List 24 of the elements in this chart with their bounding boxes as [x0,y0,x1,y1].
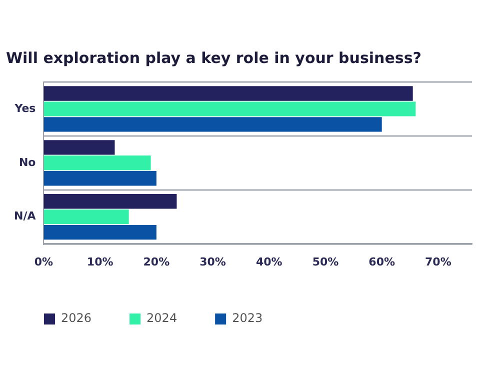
bar [44,209,129,224]
legend-label: 2026 [61,311,92,326]
x-tick-label: 60% [368,255,396,268]
y-tick-label: N/A [14,210,36,223]
bar [44,171,156,186]
bar [44,86,413,101]
y-tick-label: No [18,156,36,169]
x-tick-label: 40% [256,255,282,268]
bar [44,102,416,116]
bar [44,140,115,155]
bar [44,156,151,170]
x-tick-label: 0% [34,255,54,268]
x-tick-label: 50% [312,255,339,268]
legend-label: 2023 [232,311,263,326]
chart-title: Will exploration play a key role in your business? [6,48,422,67]
x-tick-label: 20% [143,255,170,268]
y-tick-label: Yes [14,102,36,115]
legend-label: 2024 [146,311,178,326]
x-tick-label: 10% [86,255,114,268]
bar [44,224,156,240]
x-tick-label: 70% [425,255,452,268]
bar [44,117,382,132]
x-tick-label: 30% [200,255,226,268]
bar [44,194,177,209]
